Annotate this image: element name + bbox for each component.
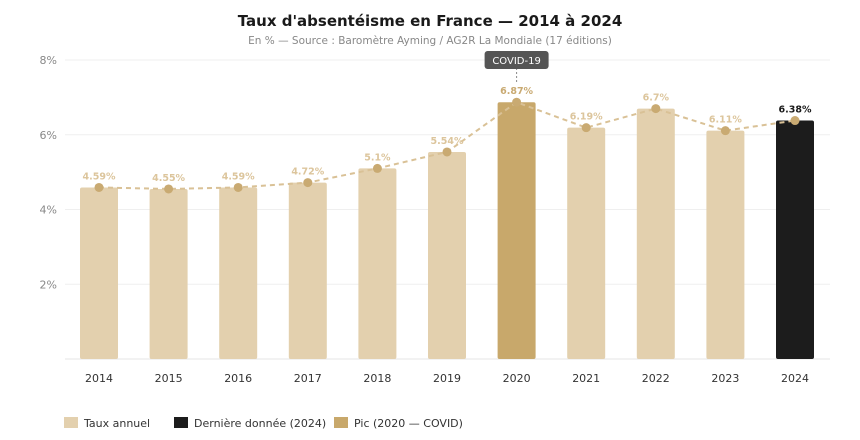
annotation-box: [484, 51, 549, 69]
x-tick-label: 2023: [711, 372, 739, 385]
x-tick-label: 2018: [363, 372, 391, 385]
bar-2020: [497, 102, 536, 359]
y-tick-label: 6%: [40, 129, 57, 142]
x-tick-label: 2017: [294, 372, 322, 385]
data-label: 5.1%: [364, 152, 391, 163]
x-tick-label: 2021: [572, 372, 600, 385]
x-tick-label: 2015: [155, 372, 183, 385]
trend-marker-2023: [720, 126, 730, 136]
bar-2018: [358, 168, 397, 359]
legend-swatch: [174, 417, 188, 428]
chart-subtitle: En % — Source : Baromètre Ayming / AG2R …: [248, 35, 612, 47]
y-tick-label: 2%: [40, 278, 57, 291]
trend-marker-2016: [233, 182, 243, 192]
data-label: 6.7%: [643, 93, 670, 104]
bar-2023: [706, 130, 745, 359]
trend-marker-2018: [372, 163, 382, 173]
data-label: 5.54%: [431, 136, 464, 147]
y-tick-label: 8%: [40, 54, 57, 67]
x-tick-label: 2020: [503, 372, 531, 385]
x-tick-label: 2024: [781, 372, 809, 385]
trend-marker-2015: [164, 184, 174, 194]
trend-marker-2024: [790, 116, 800, 126]
bar-2016: [219, 187, 258, 359]
bar-2021: [567, 127, 606, 360]
bar-2022: [636, 108, 675, 360]
data-label: 4.72%: [291, 167, 324, 178]
data-label: 6.19%: [570, 112, 603, 123]
data-label: 6.87%: [500, 86, 533, 97]
trend-marker-2014: [94, 182, 104, 192]
bar-2024: [776, 120, 814, 359]
legend-label: Dernière donnée (2024): [194, 417, 326, 430]
bar-2015: [149, 188, 188, 359]
x-tick-label: 2019: [433, 372, 461, 385]
bar-2017: [288, 182, 327, 359]
data-label: 4.55%: [152, 173, 185, 184]
legend-swatch: [334, 417, 348, 428]
trend-marker-2019: [442, 147, 452, 157]
legend-label: Pic (2020 — COVID): [354, 417, 463, 430]
bar-2019: [428, 151, 466, 359]
x-tick-label: 2022: [642, 372, 670, 385]
trend-marker-2022: [651, 104, 661, 114]
y-tick-label: 4%: [40, 204, 57, 217]
x-tick-label: 2016: [224, 372, 252, 385]
data-label: 4.59%: [83, 171, 116, 182]
data-label: 6.11%: [709, 115, 742, 126]
trend-marker-2020: [512, 97, 522, 107]
data-label: 6.38%: [779, 105, 812, 116]
bar-2014: [80, 187, 118, 359]
legend-label: Taux annuel: [83, 417, 150, 430]
chart-title: Taux d'absentéisme en France — 2014 à 20…: [238, 12, 623, 30]
trend-marker-2017: [303, 178, 313, 188]
annotation-label: COVID-19: [492, 56, 541, 67]
x-tick-label: 2014: [85, 372, 113, 385]
legend-swatch: [64, 417, 78, 428]
trend-marker-2021: [581, 123, 591, 133]
data-label: 4.59%: [222, 171, 255, 182]
